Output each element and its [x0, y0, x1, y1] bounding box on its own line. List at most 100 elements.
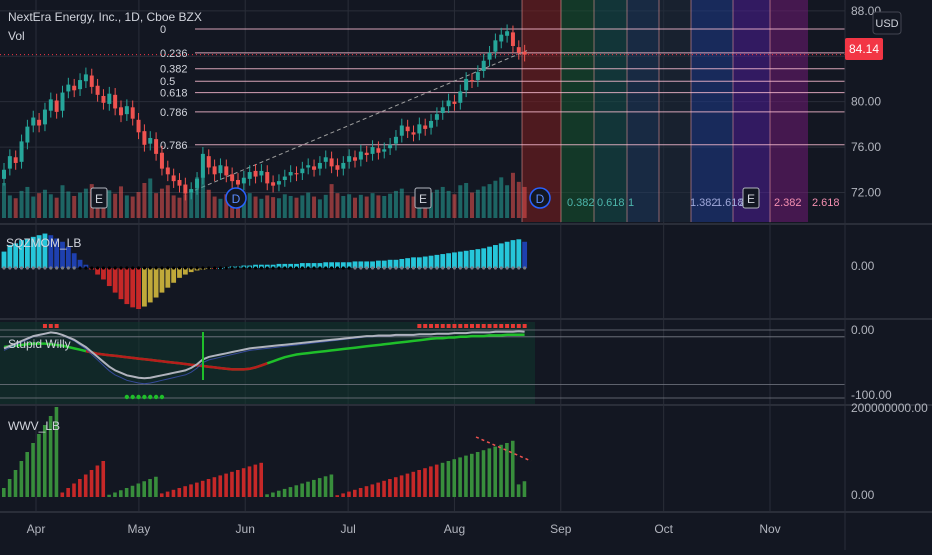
sqz-bar-62 [364, 261, 370, 268]
candle-body-60 [353, 157, 357, 161]
volume-bar-43 [253, 196, 258, 218]
currency-button[interactable] [872, 11, 902, 35]
candle-body-32 [189, 189, 194, 193]
wwv-bar-40 [236, 470, 240, 497]
earnings-marker-3 [414, 187, 432, 209]
wwv-bar-62 [364, 486, 369, 497]
willy-os-mark-26 [153, 394, 159, 400]
candle-body-83 [487, 52, 492, 60]
willy-ob-mark-79 [464, 324, 469, 328]
candle-body-6 [37, 119, 42, 126]
sqz-bar-84 [493, 245, 498, 268]
sqz-dot-14 [84, 266, 88, 270]
price-axis[interactable]: 88.0084.0080.0076.0072.000.000.00-100.00… [851, 4, 928, 502]
wwv-divergence-line [475, 436, 532, 462]
candle-body-85 [499, 34, 504, 42]
candle-body-50 [294, 173, 299, 175]
candle-body-2 [13, 157, 18, 163]
volume-bar-78 [458, 185, 463, 218]
volume-bar-49 [288, 195, 293, 218]
wwv-bar-43 [253, 464, 258, 497]
sqz-bar-22 [130, 268, 136, 308]
candle-body-26 [154, 139, 159, 154]
volume-bar-62 [364, 196, 369, 218]
sqz-dot-69 [406, 266, 410, 270]
wwv-bar-22 [130, 485, 135, 497]
wwv-bar-12 [72, 483, 76, 497]
chart-title: NextEra Energy, Inc., 1D, Cboe BZX [8, 10, 202, 24]
candle-body-80 [470, 80, 474, 82]
time-label-6: Oct [654, 522, 673, 536]
time-axis[interactable]: Apr May Jun Jul Aug Sep Oct Nov [27, 522, 781, 536]
sqz-bar-69 [405, 258, 411, 268]
wwv-bar-67 [393, 477, 398, 497]
willy-ob-mark-87 [510, 324, 515, 328]
wwv-bar-9 [54, 407, 59, 497]
wwv-bar-50 [294, 485, 299, 497]
fib-zone-0 [522, 0, 561, 222]
sqz-bar-21 [124, 268, 130, 305]
candle-body-49 [288, 172, 293, 176]
wwv-bar-45 [265, 494, 269, 497]
willy-ob-mark-72 [423, 324, 428, 328]
volume-bar-83 [487, 184, 492, 218]
wwv-bar-38 [224, 473, 228, 497]
candle-body-0 [2, 169, 6, 179]
volume-bar-41 [241, 195, 246, 218]
volume-bar-60 [353, 197, 357, 218]
candle-body-23 [136, 119, 141, 133]
volume-bar-12 [72, 195, 77, 218]
sqz-dot-47 [277, 266, 281, 270]
wwv-bar-61 [358, 488, 363, 497]
sqz-dot-11 [66, 266, 70, 270]
wwv-bar-53 [312, 479, 316, 497]
volume-bar-23 [136, 192, 141, 218]
volume-bar-70 [411, 196, 416, 218]
volume-bar-52 [306, 192, 311, 218]
wwv-bar-31 [183, 486, 187, 497]
price-tick-2: 80.00 [851, 95, 881, 109]
sqz-bar-51 [299, 263, 305, 268]
wwv-bar-30 [177, 488, 182, 497]
volume-bar-66 [388, 193, 393, 218]
sqz-bar-50 [294, 263, 299, 268]
wwv-bar-85 [499, 444, 503, 497]
wwv-bar-16 [95, 465, 100, 497]
candle-body-4 [25, 126, 30, 143]
candle-body-12 [72, 85, 77, 91]
candle-body-58 [341, 162, 346, 169]
fib-time-label-5: 2 [739, 197, 745, 209]
willy-ob-mark-78 [458, 324, 463, 328]
candle-body-34 [200, 153, 205, 178]
sqz-dot-79 [464, 266, 468, 270]
sqz-dot-51 [300, 266, 304, 270]
volume-bar-77 [452, 194, 457, 218]
candle-body-56 [329, 158, 334, 167]
pane-title-stupid-willy: Stupid Willy [8, 337, 71, 351]
fib-time-label-4: 1.618 [716, 197, 744, 209]
volume-bar-88 [516, 181, 521, 218]
wwv-bar-26 [154, 476, 158, 497]
candle-body-5 [31, 117, 36, 126]
wwv-bar-49 [288, 487, 293, 497]
volume-bar-11 [66, 191, 71, 218]
volume-bar-29 [171, 195, 176, 218]
volume-bar-87 [510, 172, 515, 218]
volume-bar-14 [83, 188, 88, 218]
sqz-bar-80 [469, 249, 475, 268]
sqz-dot-13 [78, 266, 82, 270]
volume-bar-59 [347, 194, 352, 218]
sqz-dot-86 [505, 266, 509, 270]
wwv-bar-68 [399, 475, 404, 497]
sqz-bar-48 [282, 263, 288, 268]
candle-body-8 [48, 99, 53, 111]
volume-bar-8 [48, 194, 53, 218]
wwv-bar-11 [66, 488, 70, 497]
volume-bar-7 [42, 189, 47, 218]
volume-bar-32 [189, 190, 194, 218]
sqz-dot-75 [441, 266, 445, 270]
volume-bar-56 [329, 184, 334, 218]
sqz-bar-77 [452, 252, 457, 268]
